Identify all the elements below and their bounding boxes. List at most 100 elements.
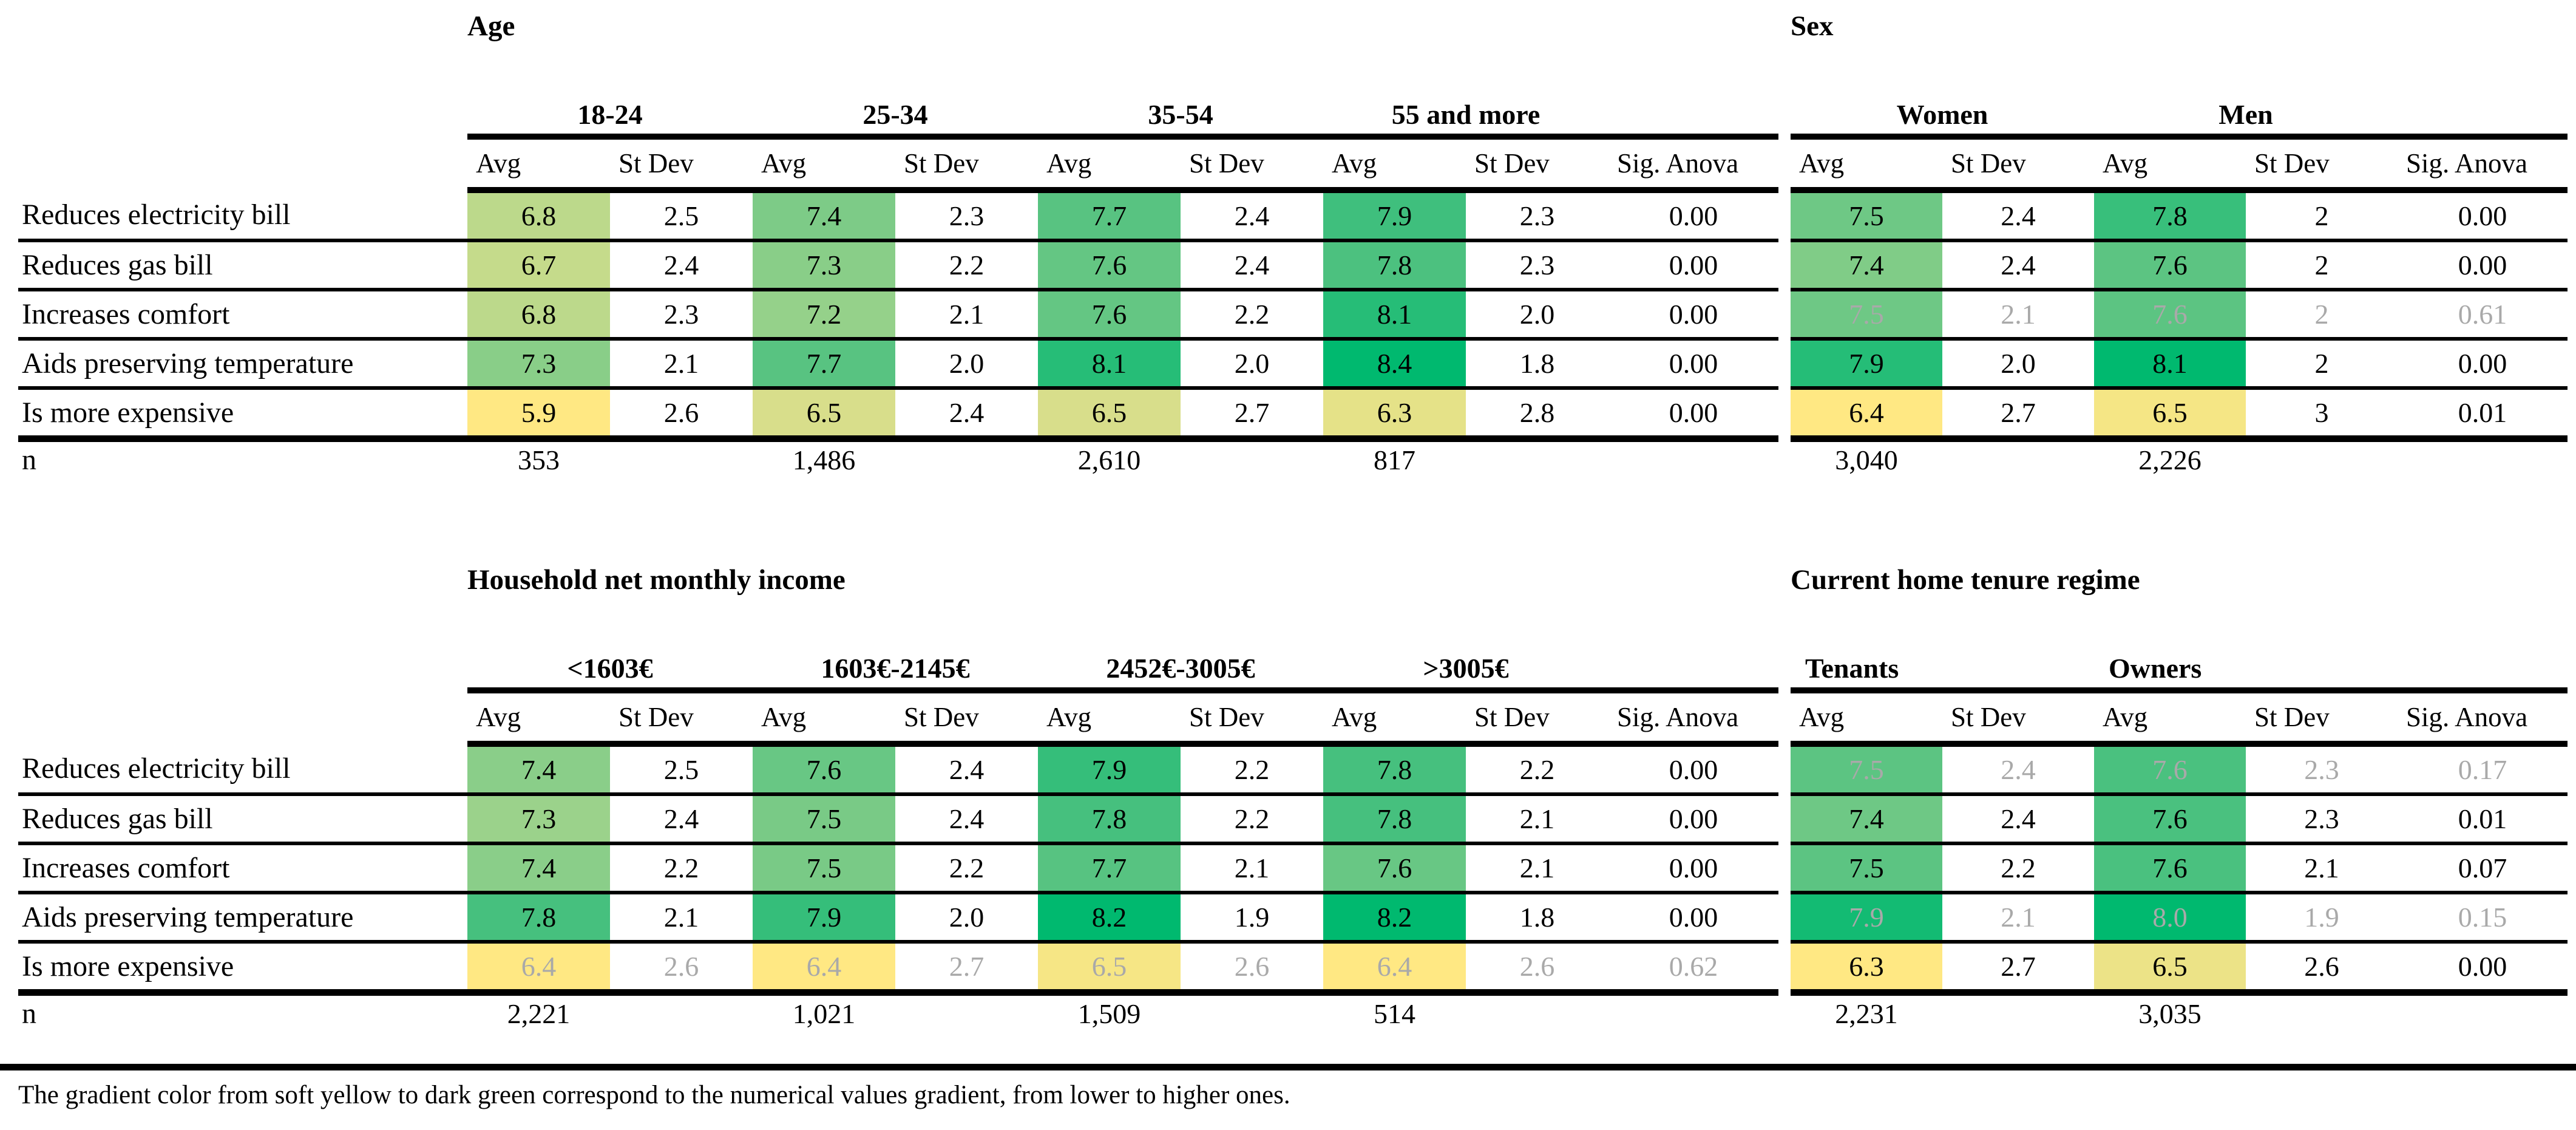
table-row: Aids preserving temperature 7.8 2.1 7.9 2.0 8… (18, 893, 1779, 944)
row-label-spacer (18, 137, 467, 190)
avg-value-cell: 6.4 (753, 942, 895, 996)
sample-size-row: n 353 1,486 2,610 817 (18, 439, 1778, 478)
avg-value-cell: 7.2 (753, 290, 896, 341)
table-row: Is more expensive 6.4 2.6 6.4 2.7 6.5 2.6 6.4 2.… (18, 942, 1779, 996)
avg-value-cell: 7.3 (467, 339, 610, 390)
avg-column-header: Avg (1791, 137, 1942, 193)
stdev-column-header: St Dev (2246, 137, 2398, 193)
avg-value-cell: 6.8 (467, 190, 610, 242)
avg-value-cell: 7.5 (753, 843, 895, 894)
sig-header-spacer (1608, 648, 1779, 693)
n-spacer (895, 993, 1038, 1032)
avg-value-cell: 7.8 (467, 893, 610, 944)
stdev-value-cell: 2.7 (1942, 942, 2095, 996)
n-spacer (2246, 993, 2398, 1032)
group-header-age-0: 18-24 (467, 95, 753, 140)
avg-value-cell: 6.4 (1323, 942, 1466, 996)
n-row-label: n (22, 443, 36, 476)
stdev-column-header: St Dev (895, 690, 1039, 747)
stdev-value-cell: 2.1 (610, 339, 753, 390)
sig-anova-value-cell: 0.01 (2398, 794, 2568, 845)
n-spacer (2246, 439, 2398, 478)
row-label: Reduces gas bill (18, 240, 467, 291)
stdev-value-cell: 2.4 (1181, 190, 1324, 242)
avg-value-cell: 7.6 (2094, 744, 2246, 796)
row-label: Reduces electricity bill (18, 190, 467, 242)
stdev-value-cell: 2.4 (1942, 190, 2094, 242)
n-value: 1,021 (792, 998, 856, 1029)
avg-value-cell: 7.3 (467, 794, 610, 845)
avg-value-cell: 7.5 (1791, 843, 1942, 894)
avg-value-cell: 6.8 (467, 290, 610, 341)
sig-anova-value-cell: 0.00 (1608, 240, 1779, 291)
stdev-value-cell: 2.3 (1466, 240, 1609, 291)
avg-value-cell: 6.5 (2094, 388, 2246, 442)
stdev-value-cell: 2.3 (2246, 744, 2398, 796)
figure-footer: The gradient color from soft yellow to d… (0, 1064, 2576, 1110)
row-label: Aids preserving temperature (18, 893, 467, 944)
sig-anova-value-cell: 0.62 (1608, 942, 1779, 996)
n-value: 817 (1374, 444, 1416, 475)
table-row: 6.4 2.7 6.5 3 0.01 (1791, 388, 2568, 442)
n-spacer (1466, 439, 1608, 478)
row-label: Reduces gas bill (18, 794, 467, 845)
age-table-title: Age (467, 10, 515, 42)
avg-value-cell: 7.8 (1323, 240, 1466, 291)
gradient-note: The gradient color from soft yellow to d… (18, 1081, 1290, 1109)
stdev-value-cell: 2.5 (610, 744, 753, 796)
table-row: 7.5 2.4 7.8 2 0.00 (1791, 190, 2568, 242)
n-value: 2,221 (507, 998, 571, 1029)
income-table-block: Household net monthly income <1603€ 1603€… (18, 559, 1779, 1032)
avg-value-cell: 8.1 (2094, 339, 2246, 390)
group-header-tenure-1: Owners (2094, 648, 2398, 693)
row-label: Increases comfort (18, 843, 467, 894)
age-table: 18-24 25-34 35-54 55 and more Avg St Dev Avg St… (18, 95, 1779, 478)
sex-table-title: Sex (1791, 10, 1834, 42)
stdev-value-cell: 2.7 (1181, 388, 1324, 442)
stdev-value-cell: 2.2 (1181, 290, 1324, 341)
table-row: 7.9 2.0 8.1 2 0.00 (1791, 339, 2568, 390)
table-row: Aids preserving temperature 7.3 2.1 7.7 2.0 8… (18, 339, 1779, 390)
avg-column-header: Avg (1791, 690, 1942, 747)
stdev-column-header: St Dev (1466, 137, 1609, 193)
sig-anova-value-cell: 0.00 (1608, 190, 1779, 242)
stdev-value-cell: 2.3 (610, 290, 753, 341)
stdev-value-cell: 2.6 (1466, 942, 1609, 996)
sig-anova-column-header: Sig. Anova (2398, 137, 2568, 193)
stdev-value-cell: 2.1 (1181, 843, 1324, 894)
stdev-value-cell: 2 (2246, 339, 2398, 390)
stdev-value-cell: 2.0 (895, 339, 1039, 390)
stdev-value-cell: 1.9 (1181, 893, 1324, 944)
group-header-income-1: 1603€-2145€ (753, 648, 1039, 693)
n-spacer (1942, 439, 2094, 478)
row-label: Is more expensive (18, 388, 467, 442)
sex-table-block: Sex Women Men Avg St Dev Avg St Dev Sig. Anova… (1791, 5, 2568, 477)
avg-value-cell: 7.9 (1791, 339, 1942, 390)
stdev-column-header: St Dev (610, 137, 753, 193)
group-header-age-1: 25-34 (753, 95, 1039, 140)
stdev-value-cell: 2.2 (1466, 744, 1609, 796)
table-row: 7.5 2.1 7.6 2 0.61 (1791, 290, 2568, 341)
avg-value-cell: 7.8 (1323, 794, 1466, 845)
sig-anova-column-header: Sig. Anova (1608, 137, 1779, 193)
n-value: 1,509 (1077, 998, 1141, 1029)
table-row: Reduces electricity bill 7.4 2.5 7.6 2.4 7.9 2… (18, 744, 1779, 796)
stdev-value-cell: 2.0 (895, 893, 1039, 944)
stdev-value-cell: 2.7 (895, 942, 1039, 996)
sample-size-row: 3,040 2,226 (1791, 439, 2568, 478)
table-row: 7.5 2.2 7.6 2.1 0.07 (1791, 843, 2568, 894)
tenure-table: Tenants Owners Avg St Dev Avg St Dev Sig. Anov… (1791, 648, 2568, 1031)
tenure-table-title: Current home tenure regime (1791, 564, 2140, 596)
table-row: Reduces gas bill 6.7 2.4 7.3 2.2 7.6 2.4 7.8 2.3… (18, 240, 1779, 291)
stdev-value-cell: 2.2 (1942, 843, 2095, 894)
stdev-value-cell: 2.4 (1181, 240, 1324, 291)
stdev-value-cell: 2.4 (895, 794, 1039, 845)
stdev-column-header: St Dev (1942, 137, 2094, 193)
avg-value-cell: 7.5 (753, 794, 895, 845)
avg-column-header: Avg (1323, 137, 1466, 193)
stdev-value-cell: 2.0 (1942, 339, 2094, 390)
stdev-value-cell: 2.3 (895, 190, 1039, 242)
table-row: 6.3 2.7 6.5 2.6 0.00 (1791, 942, 2568, 996)
sample-size-row: n 2,221 1,021 1,509 514 (18, 993, 1778, 1032)
sig-anova-value-cell: 0.01 (2398, 388, 2568, 442)
